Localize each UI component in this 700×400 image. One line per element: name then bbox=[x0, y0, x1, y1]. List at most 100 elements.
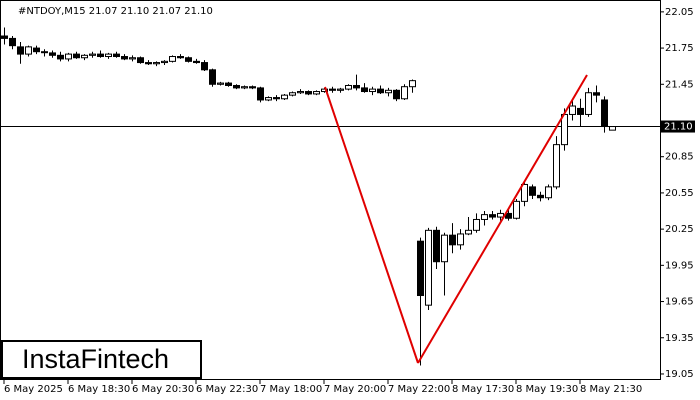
candle-body bbox=[513, 200, 520, 219]
x-tick-label: 7 May 20:00 bbox=[324, 384, 386, 395]
price-label-box bbox=[661, 120, 695, 133]
candle-body bbox=[33, 47, 40, 53]
candle-body bbox=[297, 91, 304, 94]
candle-body bbox=[497, 212, 504, 218]
x-tick-label: 6 May 20:30 bbox=[132, 384, 194, 395]
candle-body bbox=[25, 46, 32, 55]
candle-body bbox=[185, 57, 192, 62]
candle-body bbox=[217, 82, 224, 85]
candle-body bbox=[337, 88, 344, 91]
candle-body bbox=[305, 91, 312, 95]
y-tick-label: 19.65 bbox=[665, 297, 694, 308]
candle-body bbox=[593, 92, 600, 96]
plot-frame bbox=[0, 0, 661, 380]
candle-body bbox=[49, 52, 56, 56]
candle-body bbox=[465, 229, 472, 235]
candle-body bbox=[537, 194, 544, 199]
candle-body bbox=[329, 88, 336, 91]
candle-body bbox=[121, 56, 128, 60]
candle-body bbox=[201, 62, 208, 71]
logo: InstaFintech bbox=[22, 344, 169, 374]
pattern-line bbox=[417, 74, 588, 364]
candle-body bbox=[585, 92, 592, 115]
candle-body bbox=[161, 60, 168, 64]
candle-body bbox=[1, 35, 8, 39]
candle-body bbox=[169, 56, 176, 62]
candle-body bbox=[393, 89, 400, 100]
candle-body bbox=[377, 88, 384, 94]
candle-body bbox=[89, 53, 96, 56]
candle-body bbox=[457, 233, 464, 246]
candle-body bbox=[209, 69, 216, 85]
x-tick-label: 6 May 2025 bbox=[4, 384, 63, 395]
candle-body bbox=[81, 54, 88, 59]
candle-body bbox=[481, 214, 488, 220]
candle-body bbox=[153, 62, 160, 65]
candle-body bbox=[401, 86, 408, 100]
candle-body bbox=[65, 53, 72, 60]
candle-body bbox=[17, 46, 24, 55]
candle-body bbox=[369, 88, 376, 93]
candle-body bbox=[137, 57, 144, 64]
price-label: 21.10 bbox=[664, 122, 693, 133]
candle-body bbox=[233, 84, 240, 89]
x-tick-label: 6 May 22:30 bbox=[196, 384, 258, 395]
x-tick-label: 8 May 19:30 bbox=[516, 384, 578, 395]
candle-body bbox=[9, 37, 16, 47]
x-tick-label: 6 May 18:30 bbox=[68, 384, 130, 395]
candle-body bbox=[249, 86, 256, 89]
y-tick-label: 19.95 bbox=[665, 260, 694, 271]
candle-body bbox=[257, 87, 264, 101]
candle-body bbox=[529, 186, 536, 196]
candle-body bbox=[145, 62, 152, 65]
candle-body bbox=[561, 113, 568, 146]
candle-body bbox=[569, 105, 576, 115]
candle-body bbox=[417, 240, 424, 297]
candle-body bbox=[433, 229, 440, 263]
candle-body bbox=[473, 218, 480, 231]
candle-body bbox=[129, 57, 136, 60]
y-tick-label: 19.35 bbox=[665, 333, 694, 344]
candle-body bbox=[361, 87, 368, 93]
x-tick-label: 7 May 22:00 bbox=[388, 384, 450, 395]
pattern-line bbox=[324, 86, 419, 364]
candle-body bbox=[289, 92, 296, 96]
candle-body bbox=[409, 80, 416, 88]
candle-body bbox=[609, 126, 616, 131]
candle-body bbox=[321, 88, 328, 93]
candle-body bbox=[73, 53, 80, 59]
candle-body bbox=[385, 89, 392, 94]
chart-title: #NTDOY,M15 21.07 21.10 21.07 21.10 bbox=[18, 6, 213, 17]
candle-body bbox=[545, 186, 552, 199]
pattern-lines bbox=[324, 74, 588, 364]
candle-body bbox=[57, 54, 64, 60]
y-tick-label: 22.05 bbox=[665, 7, 694, 18]
y-tick-label: 21.45 bbox=[665, 79, 694, 90]
candle-body bbox=[281, 94, 288, 100]
candle-body bbox=[441, 234, 448, 263]
candle-body bbox=[577, 107, 584, 115]
candle-body bbox=[553, 144, 560, 188]
candle-body bbox=[353, 84, 360, 89]
candle-body bbox=[193, 60, 200, 64]
candle-body bbox=[273, 97, 280, 100]
y-tick-label: 21.75 bbox=[665, 43, 694, 54]
y-tick-label: 20.25 bbox=[665, 224, 694, 235]
x-tick-label: 7 May 18:00 bbox=[260, 384, 322, 395]
candle-body bbox=[105, 53, 112, 58]
y-tick-label: 20.55 bbox=[665, 188, 694, 199]
x-tick-label: 8 May 21:30 bbox=[580, 384, 642, 395]
candle-body bbox=[177, 56, 184, 59]
candle-body bbox=[489, 214, 496, 218]
candle-body bbox=[41, 51, 48, 54]
candle-body bbox=[113, 53, 120, 58]
logo-box bbox=[1, 340, 202, 379]
candle-body bbox=[601, 99, 608, 128]
candle-body bbox=[425, 229, 432, 306]
candle-body bbox=[97, 53, 104, 58]
candle-body bbox=[225, 82, 232, 86]
candle-body bbox=[265, 97, 272, 101]
candle-body bbox=[449, 234, 456, 246]
